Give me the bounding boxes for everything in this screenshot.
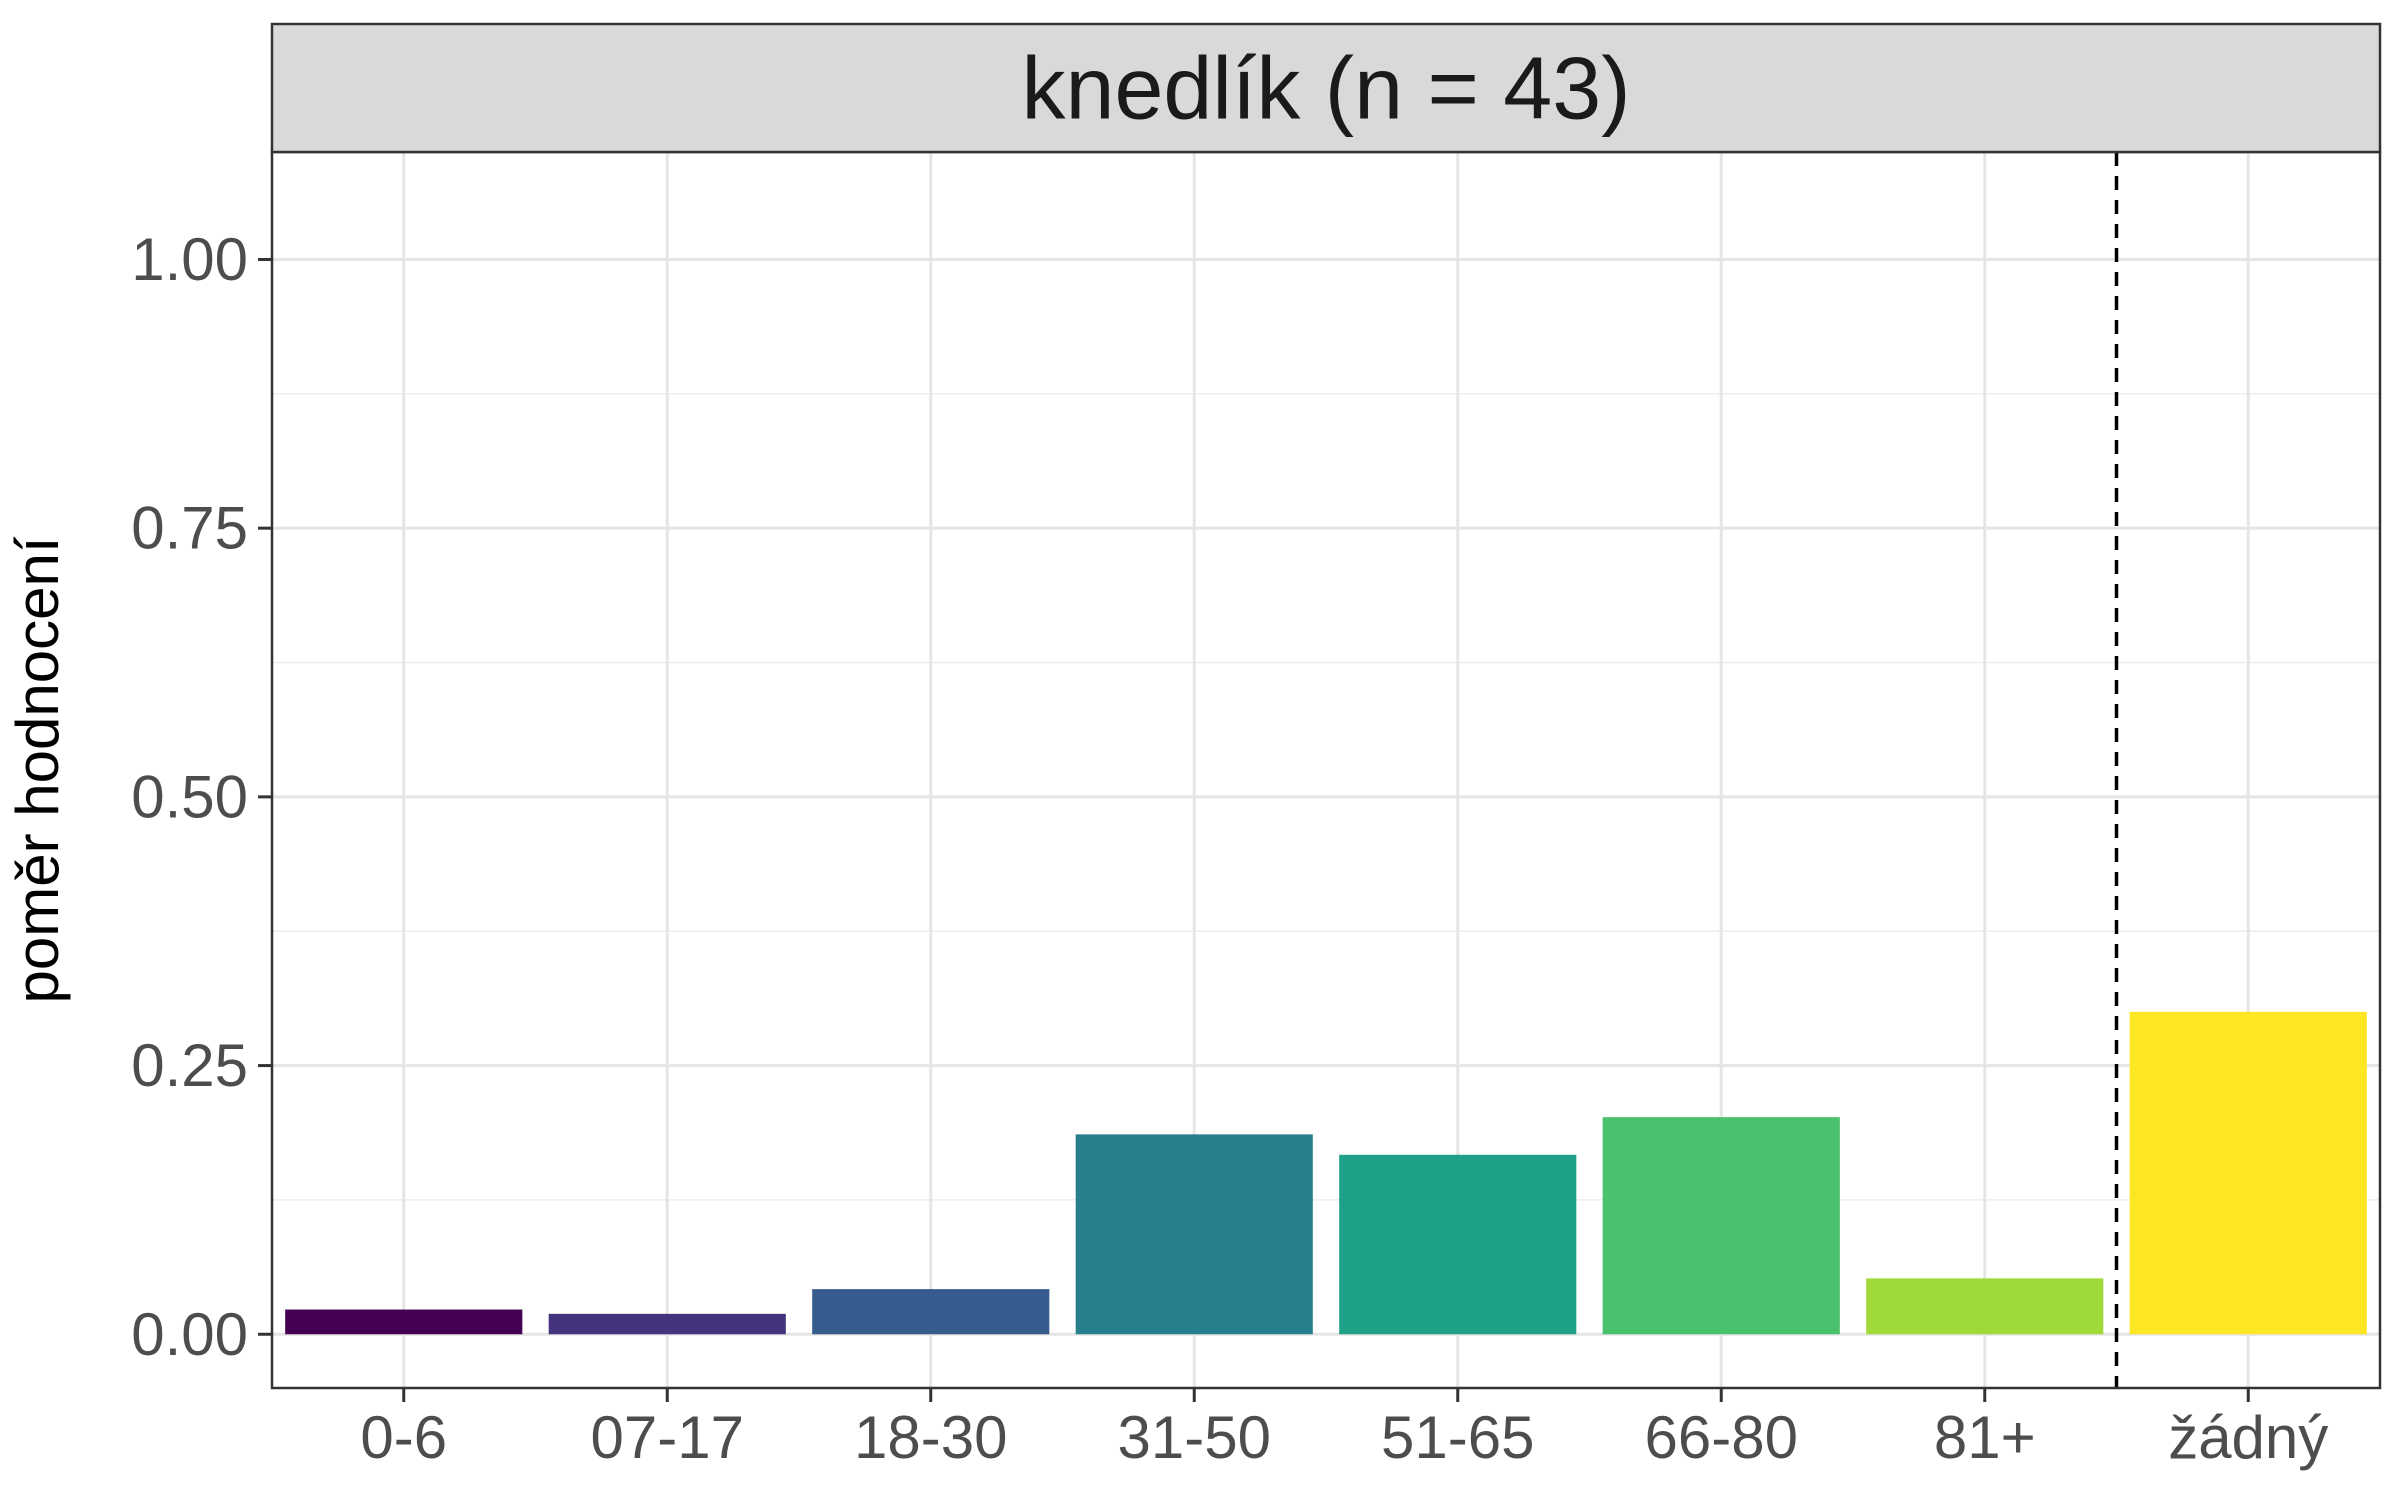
- x-axis: 0-6 07-17 18-30 31-50 51-65 66-80 81+ žádný: [360, 1388, 2328, 1471]
- chart-title: knedlík (n = 43): [1022, 39, 1631, 138]
- bar-07-17: [548, 1313, 786, 1335]
- x-tick-label: 66-80: [1645, 1404, 1798, 1471]
- x-tick-label: 81+: [1934, 1404, 2036, 1471]
- bar-žádný: [2129, 1011, 2367, 1335]
- x-tick-label: 51-65: [1381, 1404, 1534, 1471]
- x-tick-label: 0-6: [360, 1404, 447, 1471]
- bar-81+: [1866, 1278, 2104, 1335]
- y-axis-title: poměr hodnocení: [4, 536, 71, 1003]
- bar-18-30: [812, 1289, 1050, 1335]
- y-tick-label: 0.00: [131, 1301, 248, 1368]
- y-tick-label: 0.25: [131, 1032, 248, 1099]
- x-tick-label: žádný: [2168, 1404, 2328, 1471]
- y-tick-label: 1.00: [131, 226, 248, 293]
- bar-66-80: [1602, 1117, 1840, 1335]
- facet-strip-background: [270, 22, 2382, 154]
- y-axis: 0.00 0.25 0.50 0.75 1.00: [131, 226, 272, 1368]
- x-tick-label: 18-30: [854, 1404, 1007, 1471]
- y-tick-label: 0.50: [131, 763, 248, 830]
- x-tick-label: 07-17: [591, 1404, 744, 1471]
- grid-lines: [272, 152, 2380, 1388]
- y-tick-label: 0.75: [131, 495, 248, 562]
- bar-0-6: [285, 1309, 523, 1335]
- bars: [285, 1011, 2367, 1335]
- x-tick-label: 31-50: [1118, 1404, 1271, 1471]
- bar-51-65: [1339, 1154, 1577, 1335]
- bar-31-50: [1075, 1134, 1313, 1335]
- facet-strip: knedlík (n = 43): [270, 22, 2382, 154]
